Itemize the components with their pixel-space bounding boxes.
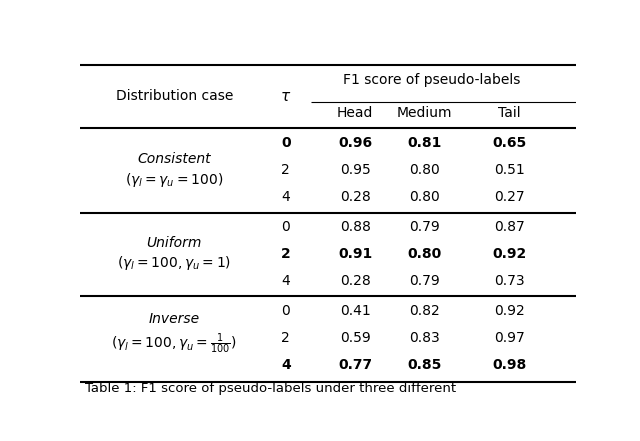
Text: 0.98: 0.98 <box>492 359 526 372</box>
Text: 0.73: 0.73 <box>493 274 524 288</box>
Text: 0.65: 0.65 <box>492 136 526 150</box>
Text: 0.81: 0.81 <box>408 136 442 150</box>
Text: 0.97: 0.97 <box>493 331 524 345</box>
Text: 0.51: 0.51 <box>493 163 524 177</box>
Text: Uniform: Uniform <box>147 236 202 250</box>
Text: 4: 4 <box>282 274 290 288</box>
Text: 0.95: 0.95 <box>340 163 371 177</box>
Text: Tail: Tail <box>498 106 520 120</box>
Text: Consistent: Consistent <box>138 152 211 166</box>
Text: 0.91: 0.91 <box>338 247 372 261</box>
Text: $(\gamma_l = 100, \gamma_u = \frac{1}{100})$: $(\gamma_l = 100, \gamma_u = \frac{1}{10… <box>111 332 237 356</box>
Text: 4: 4 <box>281 359 291 372</box>
Text: 0.83: 0.83 <box>410 331 440 345</box>
Text: Distribution case: Distribution case <box>116 89 233 103</box>
Text: F1 score of pseudo-labels: F1 score of pseudo-labels <box>344 73 521 87</box>
Text: 2: 2 <box>282 331 290 345</box>
Text: $(\gamma_l = 100, \gamma_u = 1)$: $(\gamma_l = 100, \gamma_u = 1)$ <box>117 254 231 273</box>
Text: 2: 2 <box>281 247 291 261</box>
Text: 0.96: 0.96 <box>338 136 372 150</box>
Text: 0.28: 0.28 <box>340 190 371 204</box>
Text: 0: 0 <box>282 220 290 234</box>
Text: 0.88: 0.88 <box>340 220 371 234</box>
Text: 0.79: 0.79 <box>410 220 440 234</box>
Text: 0.85: 0.85 <box>408 359 442 372</box>
Text: 0.28: 0.28 <box>340 274 371 288</box>
Text: 0.80: 0.80 <box>408 247 442 261</box>
Text: 0.77: 0.77 <box>338 359 372 372</box>
Text: Inverse: Inverse <box>148 313 200 326</box>
Text: 0.80: 0.80 <box>410 163 440 177</box>
Text: 0.87: 0.87 <box>493 220 524 234</box>
Text: 0.82: 0.82 <box>410 304 440 318</box>
Text: $(\gamma_l = \gamma_u = 100)$: $(\gamma_l = \gamma_u = 100)$ <box>125 171 223 189</box>
Text: 4: 4 <box>282 190 290 204</box>
Text: $\tau$: $\tau$ <box>280 89 291 104</box>
Text: 0: 0 <box>282 304 290 318</box>
Text: 0.41: 0.41 <box>340 304 371 318</box>
Text: 0.92: 0.92 <box>493 304 524 318</box>
Text: Head: Head <box>337 106 374 120</box>
Text: Medium: Medium <box>397 106 452 120</box>
Text: 0.27: 0.27 <box>493 190 524 204</box>
Text: 0.92: 0.92 <box>492 247 526 261</box>
Text: 0.80: 0.80 <box>410 190 440 204</box>
Text: 0: 0 <box>281 136 291 150</box>
Text: 0.79: 0.79 <box>410 274 440 288</box>
Text: 2: 2 <box>282 163 290 177</box>
Text: Table 1: F1 score of pseudo-labels under three different: Table 1: F1 score of pseudo-labels under… <box>85 382 456 395</box>
Text: 0.59: 0.59 <box>340 331 371 345</box>
